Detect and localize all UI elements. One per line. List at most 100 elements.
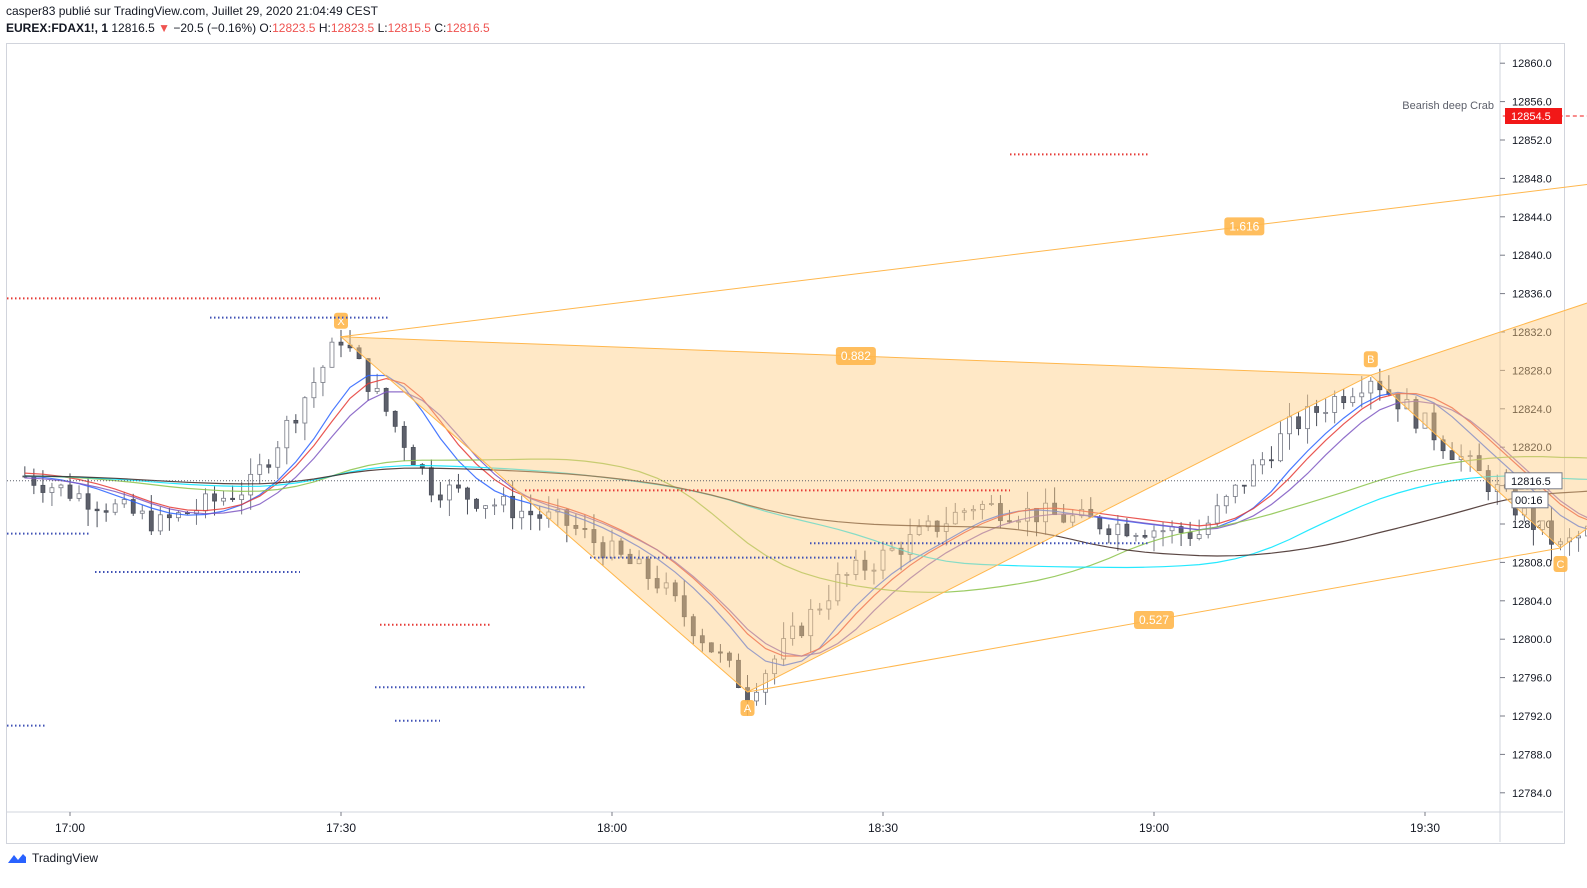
candle-body [1431, 412, 1437, 441]
tradingview-brand: TradingView [32, 851, 99, 865]
candle-body [672, 582, 678, 597]
symbol-name[interactable]: EUREX:FDAX1!, 1 [6, 21, 109, 35]
candle-body [1097, 516, 1103, 530]
y-tick-label: 12840.0 [1512, 250, 1552, 262]
candle-body [663, 582, 669, 589]
candle-body [871, 569, 877, 572]
down-arrow-icon: ▼ [158, 21, 170, 35]
candle-body [1359, 392, 1365, 398]
pattern-point-c-label: C [1557, 559, 1565, 571]
candle-body [392, 410, 398, 427]
close-label: C: [434, 21, 447, 35]
candle-body [374, 387, 380, 392]
chart-pane[interactable] [6, 43, 1565, 844]
candle-body [465, 487, 470, 500]
candle-body [320, 366, 326, 383]
candle-body [790, 625, 796, 639]
candle-body [1016, 520, 1021, 523]
candle-body [654, 578, 660, 589]
candle-body [203, 493, 208, 512]
candle-body [970, 508, 976, 512]
candle-body [1558, 541, 1563, 545]
candle-body [699, 635, 705, 644]
countdown-tag [1511, 491, 1549, 509]
ma-red [24, 377, 1587, 657]
candle-body [998, 503, 1003, 522]
y-tick-label: 12856.0 [1512, 97, 1552, 109]
y-tick-label: 12804.0 [1512, 596, 1552, 608]
candle-body [988, 503, 994, 505]
pattern-ratio-label: 0.527 [1139, 613, 1169, 627]
candle-body [31, 475, 37, 486]
candle-body [1440, 439, 1446, 452]
candle-body [898, 547, 904, 555]
candle-body [456, 484, 461, 489]
candle-body [139, 510, 145, 514]
candle-body [952, 511, 958, 525]
candle-body [817, 608, 823, 611]
candle-body [582, 528, 588, 530]
candle-body [781, 638, 787, 660]
pattern-point-a-label: A [744, 703, 752, 715]
candle-body [76, 493, 82, 499]
candle-body [1160, 530, 1166, 533]
candle-body [166, 514, 172, 519]
candle-body [510, 495, 516, 519]
candle-body [853, 559, 859, 575]
candle-body [401, 425, 407, 448]
candle-body [94, 508, 100, 512]
open-label: O: [259, 21, 273, 35]
candle-body [1079, 508, 1085, 517]
candle-body [708, 642, 714, 653]
y-tick-label: 12860.0 [1512, 58, 1552, 70]
pattern-ratio-label: 1.616 [1229, 219, 1259, 233]
x-tick-label: 18:30 [868, 821, 898, 835]
y-tick-label: 12792.0 [1512, 711, 1552, 723]
candle-body [519, 510, 525, 519]
candle-body [428, 467, 434, 496]
candle-body [383, 387, 389, 412]
candle-body [1043, 502, 1048, 523]
tradingview-cloud-icon [8, 854, 26, 863]
candle-body [1196, 534, 1202, 539]
candle-body [1332, 396, 1338, 413]
candle-body [1314, 406, 1319, 413]
candle-body [483, 505, 488, 509]
y-tick-label: 12836.0 [1512, 289, 1552, 301]
pattern-ratio-badge [1224, 217, 1265, 236]
candle-body [1305, 406, 1310, 430]
y-tick-label: 12852.0 [1512, 135, 1552, 147]
pattern-point-x-label: X [337, 316, 345, 328]
candle-body [573, 525, 579, 529]
y-tick-label: 12788.0 [1512, 749, 1552, 761]
candle-body [329, 341, 335, 368]
candle-body [835, 574, 841, 602]
candle-body [1296, 416, 1301, 430]
ma-green [24, 456, 1587, 593]
candle-body [1350, 396, 1356, 404]
candle-body [446, 484, 452, 501]
candle-body [1576, 535, 1581, 539]
candle-body [1151, 530, 1157, 538]
candle-body [1467, 455, 1473, 458]
candle-body [627, 553, 633, 565]
candle-body [130, 499, 136, 514]
high-label: H: [318, 21, 331, 35]
y-tick-label: 12824.0 [1512, 404, 1552, 416]
candle-body [1278, 433, 1283, 462]
candle-body [681, 595, 687, 618]
candle-body [212, 493, 217, 502]
candle-body [148, 510, 154, 532]
candle-body [248, 473, 254, 496]
candle-body [1259, 459, 1265, 466]
candle-body [1133, 535, 1139, 537]
candle-body [1422, 412, 1428, 429]
x-tick-label: 17:30 [326, 821, 356, 835]
candle-body [103, 510, 109, 513]
publisher-line: casper83 publié sur TradingView.com, Jui… [6, 4, 378, 18]
countdown-label: 00:16 [1515, 495, 1543, 507]
candle-body [311, 382, 317, 399]
candle-body [1187, 532, 1193, 539]
tradingview-logo[interactable]: TradingView [6, 851, 98, 865]
